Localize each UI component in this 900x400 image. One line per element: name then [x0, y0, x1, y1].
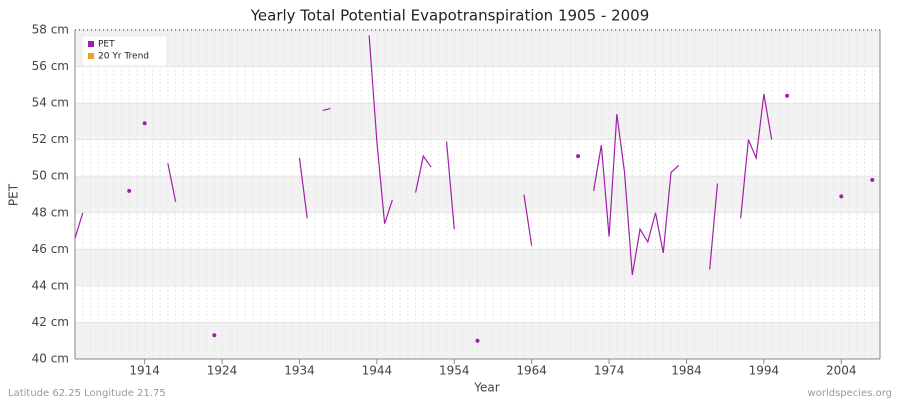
legend-label: 20 Yr Trend — [98, 52, 149, 62]
footer-left: Latitude 62.25 Longitude 21.75 — [8, 388, 166, 399]
data-line — [709, 183, 719, 270]
footer-right: worldspecies.org — [808, 388, 892, 399]
data-point — [576, 154, 581, 159]
y-tick-label: 58 cm — [32, 23, 69, 37]
data-line — [167, 163, 177, 202]
data-line — [593, 113, 680, 276]
y-tick-label: 56 cm — [32, 59, 69, 73]
x-tick-label: 1914 — [129, 364, 160, 378]
x-tick-label: 1954 — [439, 364, 470, 378]
x-tick-label: 1924 — [207, 364, 238, 378]
grid-band — [75, 30, 880, 67]
y-tick-label: 48 cm — [32, 205, 69, 219]
data-line — [414, 154, 432, 193]
data-point — [475, 338, 480, 343]
data-line — [740, 93, 773, 219]
y-axis-label: PET — [7, 183, 21, 206]
y-tick-label: 52 cm — [32, 132, 69, 146]
data-point — [212, 333, 217, 338]
y-tick-label: 40 cm — [32, 352, 69, 366]
y-tick-label: 54 cm — [32, 96, 69, 110]
x-tick-label: 1934 — [284, 364, 315, 378]
y-tick-label: 46 cm — [32, 242, 69, 256]
x-tick-label: 1964 — [516, 364, 547, 378]
data-point — [127, 188, 132, 193]
grid-band — [75, 103, 880, 140]
legend-box — [81, 35, 168, 67]
y-tick-label: 50 cm — [32, 169, 69, 183]
x-tick-label: 1984 — [671, 364, 702, 378]
legend-swatch — [88, 53, 94, 59]
data-point — [870, 177, 875, 182]
data-line — [368, 35, 393, 224]
y-tick-label: 42 cm — [32, 315, 69, 329]
data-line — [74, 212, 84, 239]
legend-label: PET — [98, 40, 115, 50]
y-tick-label: 44 cm — [32, 278, 69, 292]
data-point — [839, 194, 844, 199]
x-tick-label: 1974 — [594, 364, 625, 378]
legend-swatch — [88, 41, 94, 47]
x-tick-label: 1944 — [362, 364, 393, 378]
data-line — [298, 157, 308, 219]
chart-title: Yearly Total Potential Evapotranspiratio… — [250, 7, 650, 25]
x-tick-label: 1994 — [749, 364, 780, 378]
x-axis-label: Year — [473, 381, 499, 395]
data-point — [142, 121, 147, 126]
data-line — [322, 108, 331, 112]
data-point — [785, 93, 790, 98]
data-line — [523, 194, 533, 246]
x-tick-label: 2004 — [826, 364, 857, 378]
data-line — [445, 141, 455, 230]
